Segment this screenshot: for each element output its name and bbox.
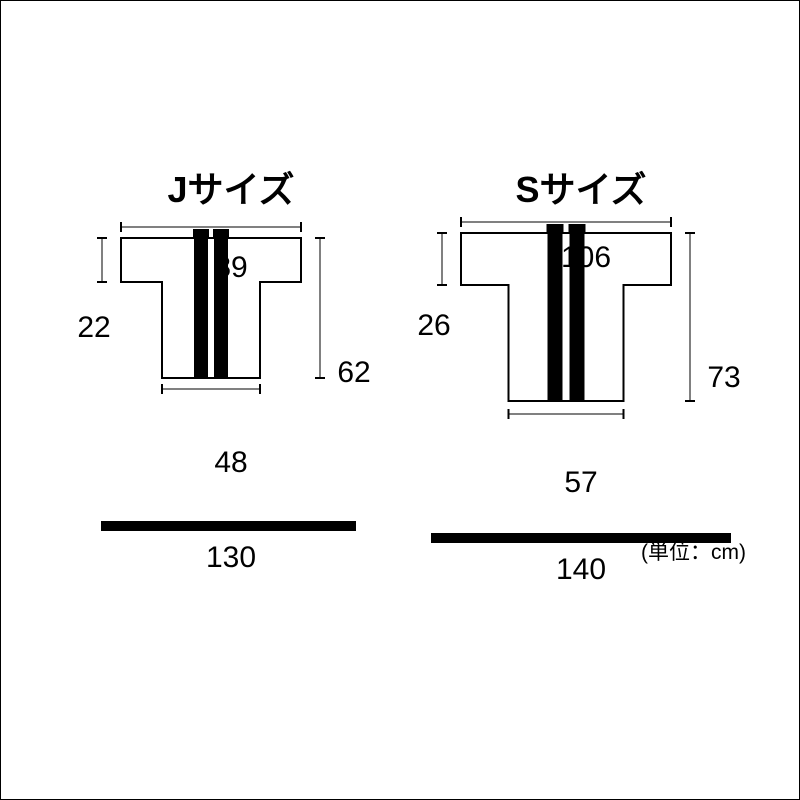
dim-sleeve-j: 22 — [69, 311, 119, 345]
dim-shoulder-s: 106 — [551, 241, 621, 275]
dim-belt-s: 140 — [551, 553, 611, 587]
dim-sleeve-s: 26 — [409, 309, 459, 343]
size-title-j: Jサイズ — [71, 161, 391, 213]
unit-label: (単位：cm) — [641, 536, 781, 566]
size-group-j: Jサイズ 89 22 62 48 130 — [71, 161, 391, 213]
size-group-s: Sサイズ 106 26 73 57 140 — [411, 161, 751, 213]
dim-length-j: 62 — [329, 356, 379, 390]
size-chart-diagram: Jサイズ 89 22 62 48 130 Sサイズ 106 26 73 57 1… — [0, 0, 800, 800]
dim-belt-j: 130 — [201, 541, 261, 575]
dim-length-s: 73 — [699, 361, 749, 395]
dim-body-j: 48 — [201, 446, 261, 480]
dim-body-s: 57 — [551, 466, 611, 500]
dim-shoulder-j: 89 — [201, 251, 261, 285]
size-title-s: Sサイズ — [411, 161, 751, 213]
